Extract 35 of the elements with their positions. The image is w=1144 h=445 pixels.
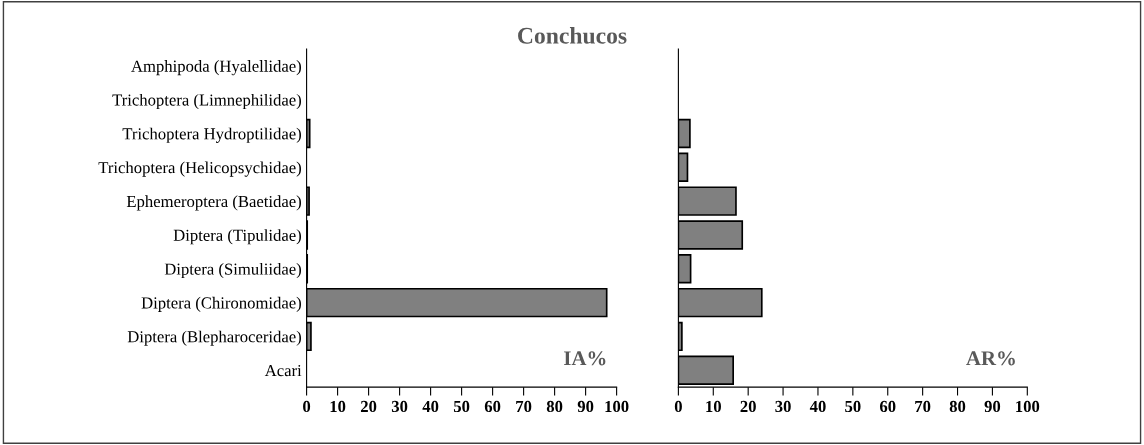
x-tick-label: 0	[303, 400, 311, 413]
x-tick-label: 70	[516, 400, 532, 413]
annotation: IA%	[564, 351, 606, 366]
x-tick-label: 20	[360, 400, 377, 413]
y-tick-label: Trichoptera (Limnephilidae)	[112, 93, 301, 110]
x-tick-label: 100	[1016, 400, 1040, 413]
x-tick-label: 30	[775, 400, 791, 413]
x-tick-label: 90	[984, 400, 1001, 413]
x-tick-label: 50	[453, 400, 470, 413]
annotation: AR%	[966, 351, 1015, 366]
x-tick-label: 80	[546, 400, 563, 413]
x-tick-label: 60	[879, 400, 896, 413]
y-tick-label: Diptera (Simuliidae)	[164, 263, 301, 279]
y-tick-label: Diptera (Blepharoceridae)	[127, 330, 301, 346]
x-tick-label: 50	[845, 400, 861, 413]
x-tick-label: 60	[484, 400, 501, 413]
x-tick-label: 40	[422, 400, 439, 413]
x-tick-label: 100	[605, 400, 629, 413]
y-tick-label: Diptera (Tipulidae)	[173, 229, 301, 245]
y-tick-label: Amphipoda (Hyalellidae)	[131, 60, 301, 76]
y-tick-label: Ephemeroptera (Baetidae)	[126, 195, 301, 211]
x-tick-label: 0	[674, 400, 682, 413]
x-tick-label: 90	[577, 400, 594, 413]
y-tick-label: Diptera (Chironomidae)	[141, 296, 301, 312]
y-tick-label: Acari	[264, 364, 302, 377]
x-tick-label: 30	[391, 400, 408, 413]
y-tick-label: Trichoptera Hydroptilidae)	[122, 127, 301, 143]
x-tick-label: 20	[740, 400, 756, 413]
chart-title: Conchucos	[518, 27, 627, 44]
x-tick-label: 70	[915, 400, 931, 413]
x-tick-label: 10	[330, 400, 346, 413]
x-tick-label: 10	[706, 400, 721, 413]
y-tick-label: Trichoptera (Helicopsychidae)	[98, 161, 301, 177]
x-tick-label: 40	[809, 400, 826, 413]
x-tick-label: 80	[949, 400, 966, 413]
